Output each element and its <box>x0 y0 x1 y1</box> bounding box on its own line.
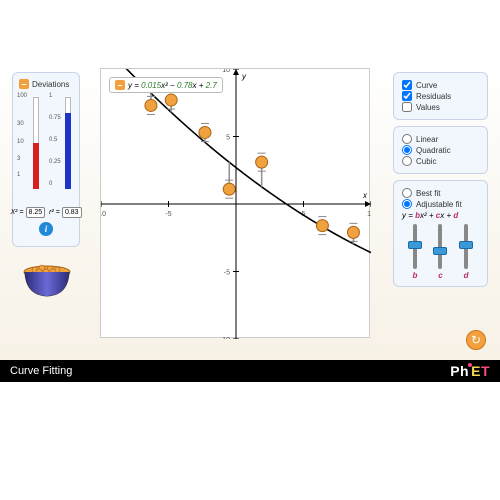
svg-text:-5: -5 <box>165 211 171 218</box>
phet-logo[interactable]: PhET <box>450 363 490 379</box>
collapse-icon[interactable]: – <box>115 80 125 90</box>
data-point[interactable] <box>316 220 328 232</box>
deviations-title: Deviations <box>32 80 69 89</box>
bucket-icon <box>20 260 75 300</box>
option-residuals[interactable]: Residuals <box>402 91 479 101</box>
option-quadratic[interactable]: Quadratic <box>402 145 479 155</box>
collapse-icon[interactable]: – <box>19 79 29 89</box>
r2-bar: 10.750.50.250 <box>49 93 75 203</box>
data-point[interactable] <box>165 94 177 106</box>
slider-b[interactable] <box>413 224 417 269</box>
info-icon[interactable]: i <box>39 222 53 236</box>
adjustable-equation: y = bx² + cx + d <box>402 211 479 220</box>
svg-text:10: 10 <box>367 211 371 218</box>
equation-box[interactable]: – y = 0.015x² − 0.78x + 2.7 <box>109 77 223 93</box>
data-point[interactable] <box>256 156 268 168</box>
svg-text:x: x <box>362 191 368 200</box>
svg-text:5: 5 <box>226 135 230 142</box>
order-options-panel: LinearQuadraticCubic <box>393 126 488 174</box>
svg-text:-5: -5 <box>224 270 230 277</box>
footer-bar: Curve Fitting PhET <box>0 360 500 382</box>
sim-title: Curve Fitting <box>10 365 72 377</box>
reset-icon: ↻ <box>471 333 481 347</box>
svg-text:y: y <box>241 72 247 81</box>
option-linear[interactable]: Linear <box>402 134 479 144</box>
deviations-panel: – Deviations 100301031 10.750.50.250 <box>12 72 80 247</box>
r2-readout: r²= 0.83 <box>49 207 81 218</box>
option-best[interactable]: Best fit <box>402 188 479 198</box>
option-curve[interactable]: Curve <box>402 80 479 90</box>
chi-bar: 100301031 <box>17 93 43 203</box>
option-cubic[interactable]: Cubic <box>402 156 479 166</box>
svg-text:-10: -10 <box>220 337 230 339</box>
svg-text:-10: -10 <box>101 211 106 218</box>
points-bucket[interactable] <box>20 260 75 300</box>
data-point[interactable] <box>199 126 211 138</box>
reset-button[interactable]: ↻ <box>466 330 486 350</box>
display-options-panel: Curve Residuals Values <box>393 72 488 120</box>
data-point[interactable] <box>145 99 157 111</box>
equation-text: y = 0.015x² − 0.78x + 2.7 <box>128 81 217 90</box>
slider-d[interactable] <box>464 224 468 269</box>
slider-c[interactable] <box>438 224 442 269</box>
graph-area[interactable]: -10-5510-10-5510xy – y = 0.015x² − 0.78x… <box>100 68 370 338</box>
svg-text:10: 10 <box>222 69 230 74</box>
chi-readout: X²= 8.25 <box>10 207 45 218</box>
option-values[interactable]: Values <box>402 102 479 112</box>
data-point[interactable] <box>223 183 235 195</box>
fit-options-panel: Best fitAdjustable fity = bx² + cx + dbc… <box>393 180 488 287</box>
data-point[interactable] <box>347 226 359 238</box>
option-adjustable[interactable]: Adjustable fit <box>402 199 479 209</box>
